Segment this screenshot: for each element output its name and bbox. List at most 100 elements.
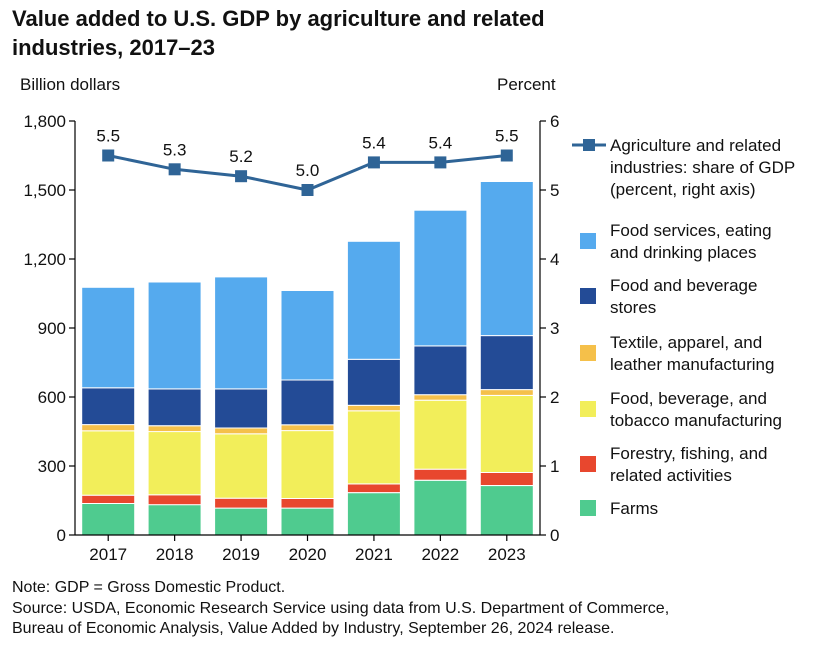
bar-segment [147,494,202,506]
bar-segment [147,281,202,390]
bar-segment [280,507,335,536]
legend-entry: Food, beverage, and tobacco manufacturing [580,389,782,430]
left-tick-label: 1,200 [23,250,66,269]
share-of-gdp-marker [168,163,181,176]
legend-label: Forestry, fishing, and [610,444,767,463]
share-of-gdp-marker [434,156,447,169]
x-tick-label: 2020 [289,545,327,564]
legend-label: industries: share of GDP [610,158,795,177]
bar-segment [479,335,534,391]
share-of-gdp-data-label: 5.4 [429,133,453,152]
bar-segment [346,240,401,360]
legend-entry: Agriculture and related industries: share… [572,136,795,199]
right-tick-label: 0 [550,526,559,545]
bar-segment [214,388,269,429]
legend-entry: Food services, eating and drinking places [580,221,772,262]
legend-label: Food services, eating [610,221,772,240]
legend-label: stores [610,298,656,317]
right-tick-label: 5 [550,181,559,200]
bar-segment [346,492,401,536]
bar-segment [214,497,269,509]
left-tick-label: 900 [38,319,66,338]
bar-segment [346,483,401,494]
left-tick-label: 1,800 [23,112,66,131]
bar-segment [346,358,401,406]
legend: Agriculture and related industries: share… [572,136,795,518]
legend-label: Agriculture and related [610,136,781,155]
x-tick-label: 2018 [156,545,194,564]
legend-label: Farms [610,499,658,518]
right-tick-label: 6 [550,112,559,131]
bar-segment [413,394,468,401]
legend-label: leather manufacturing [610,355,774,374]
bar-segment [147,425,202,433]
share-of-gdp-marker [301,184,314,196]
left-tick-label: 0 [57,526,66,545]
bar-segment [413,479,468,536]
bar-segment [280,424,335,432]
bar-segment [81,494,136,505]
legend-color-swatch [580,345,596,361]
right-tick-label: 1 [550,457,559,476]
right-tick-label: 3 [550,319,559,338]
source-line-2: Bureau of Economic Analysis, Value Added… [12,620,615,637]
left-axis-label: Billion dollars [20,75,121,94]
bar-segment [81,387,136,426]
bar-segment [413,468,468,481]
note-text: Note: GDP = Gross Domestic Product. [12,579,286,596]
x-tick-label: 2017 [89,545,127,564]
bar-segment [214,507,269,536]
x-tick-label: 2021 [355,545,393,564]
bar-segment [346,410,401,485]
right-axis-label: Percent [497,75,556,94]
bar-segment [81,430,136,496]
legend-color-swatch [580,288,596,304]
legend-color-swatch [580,233,596,249]
bar-segment [280,430,335,500]
bar-segment [214,427,269,435]
legend-label: Food, beverage, and [610,389,767,408]
bar-segment [479,394,534,473]
legend-marker-swatch [583,139,595,151]
legend-entry: Food and beverage stores [580,276,757,317]
share-of-gdp-data-label: 5.4 [362,133,386,152]
share-of-gdp-marker [500,149,513,162]
legend-color-swatch [580,500,596,516]
bar-segment [479,181,534,337]
share-of-gdp-data-label: 5.0 [296,161,320,180]
share-of-gdp-data-label: 5.3 [163,140,187,159]
legend-label: and drinking places [610,243,756,262]
share-of-gdp-marker [102,149,115,162]
chart-title: Value added to U.S. GDP by agriculture a… [12,4,772,62]
chart-title-line-2: industries, 2017–23 [12,35,216,60]
left-tick-label: 1,500 [23,181,66,200]
chart-title-line-1: Value added to U.S. GDP by agriculture a… [12,6,545,31]
bar-segment [413,399,468,470]
bar-segment [81,503,136,536]
chart-notes: Note: GDP = Gross Domestic Product. Sour… [12,578,669,640]
bar-segment [81,286,136,389]
bar-segment [280,497,335,509]
bar-segment [346,404,401,412]
right-tick-label: 4 [550,250,559,269]
bar-segment [280,290,335,381]
legend-entry: Textile, apparel, and leather manufacturi… [580,333,774,374]
share-of-gdp-data-label: 5.2 [229,147,253,166]
legend-label: Textile, apparel, and [610,333,762,352]
bar-segment [147,504,202,536]
legend-color-swatch [580,401,596,417]
bar-segment [280,379,335,426]
bar-segment [413,209,468,347]
source-line-1: Source: USDA, Economic Research Service … [12,599,670,617]
legend-label: (percent, right axis) [610,180,756,199]
legend-entry: Farms [580,499,658,518]
left-tick-label: 600 [38,388,66,407]
right-tick-label: 2 [550,388,559,407]
x-tick-label: 2022 [421,545,459,564]
bar-segment [479,485,534,536]
share-of-gdp-marker [235,170,248,183]
x-tick-label: 2023 [488,545,526,564]
bar-segment [413,345,468,396]
bar-segment [214,276,269,390]
